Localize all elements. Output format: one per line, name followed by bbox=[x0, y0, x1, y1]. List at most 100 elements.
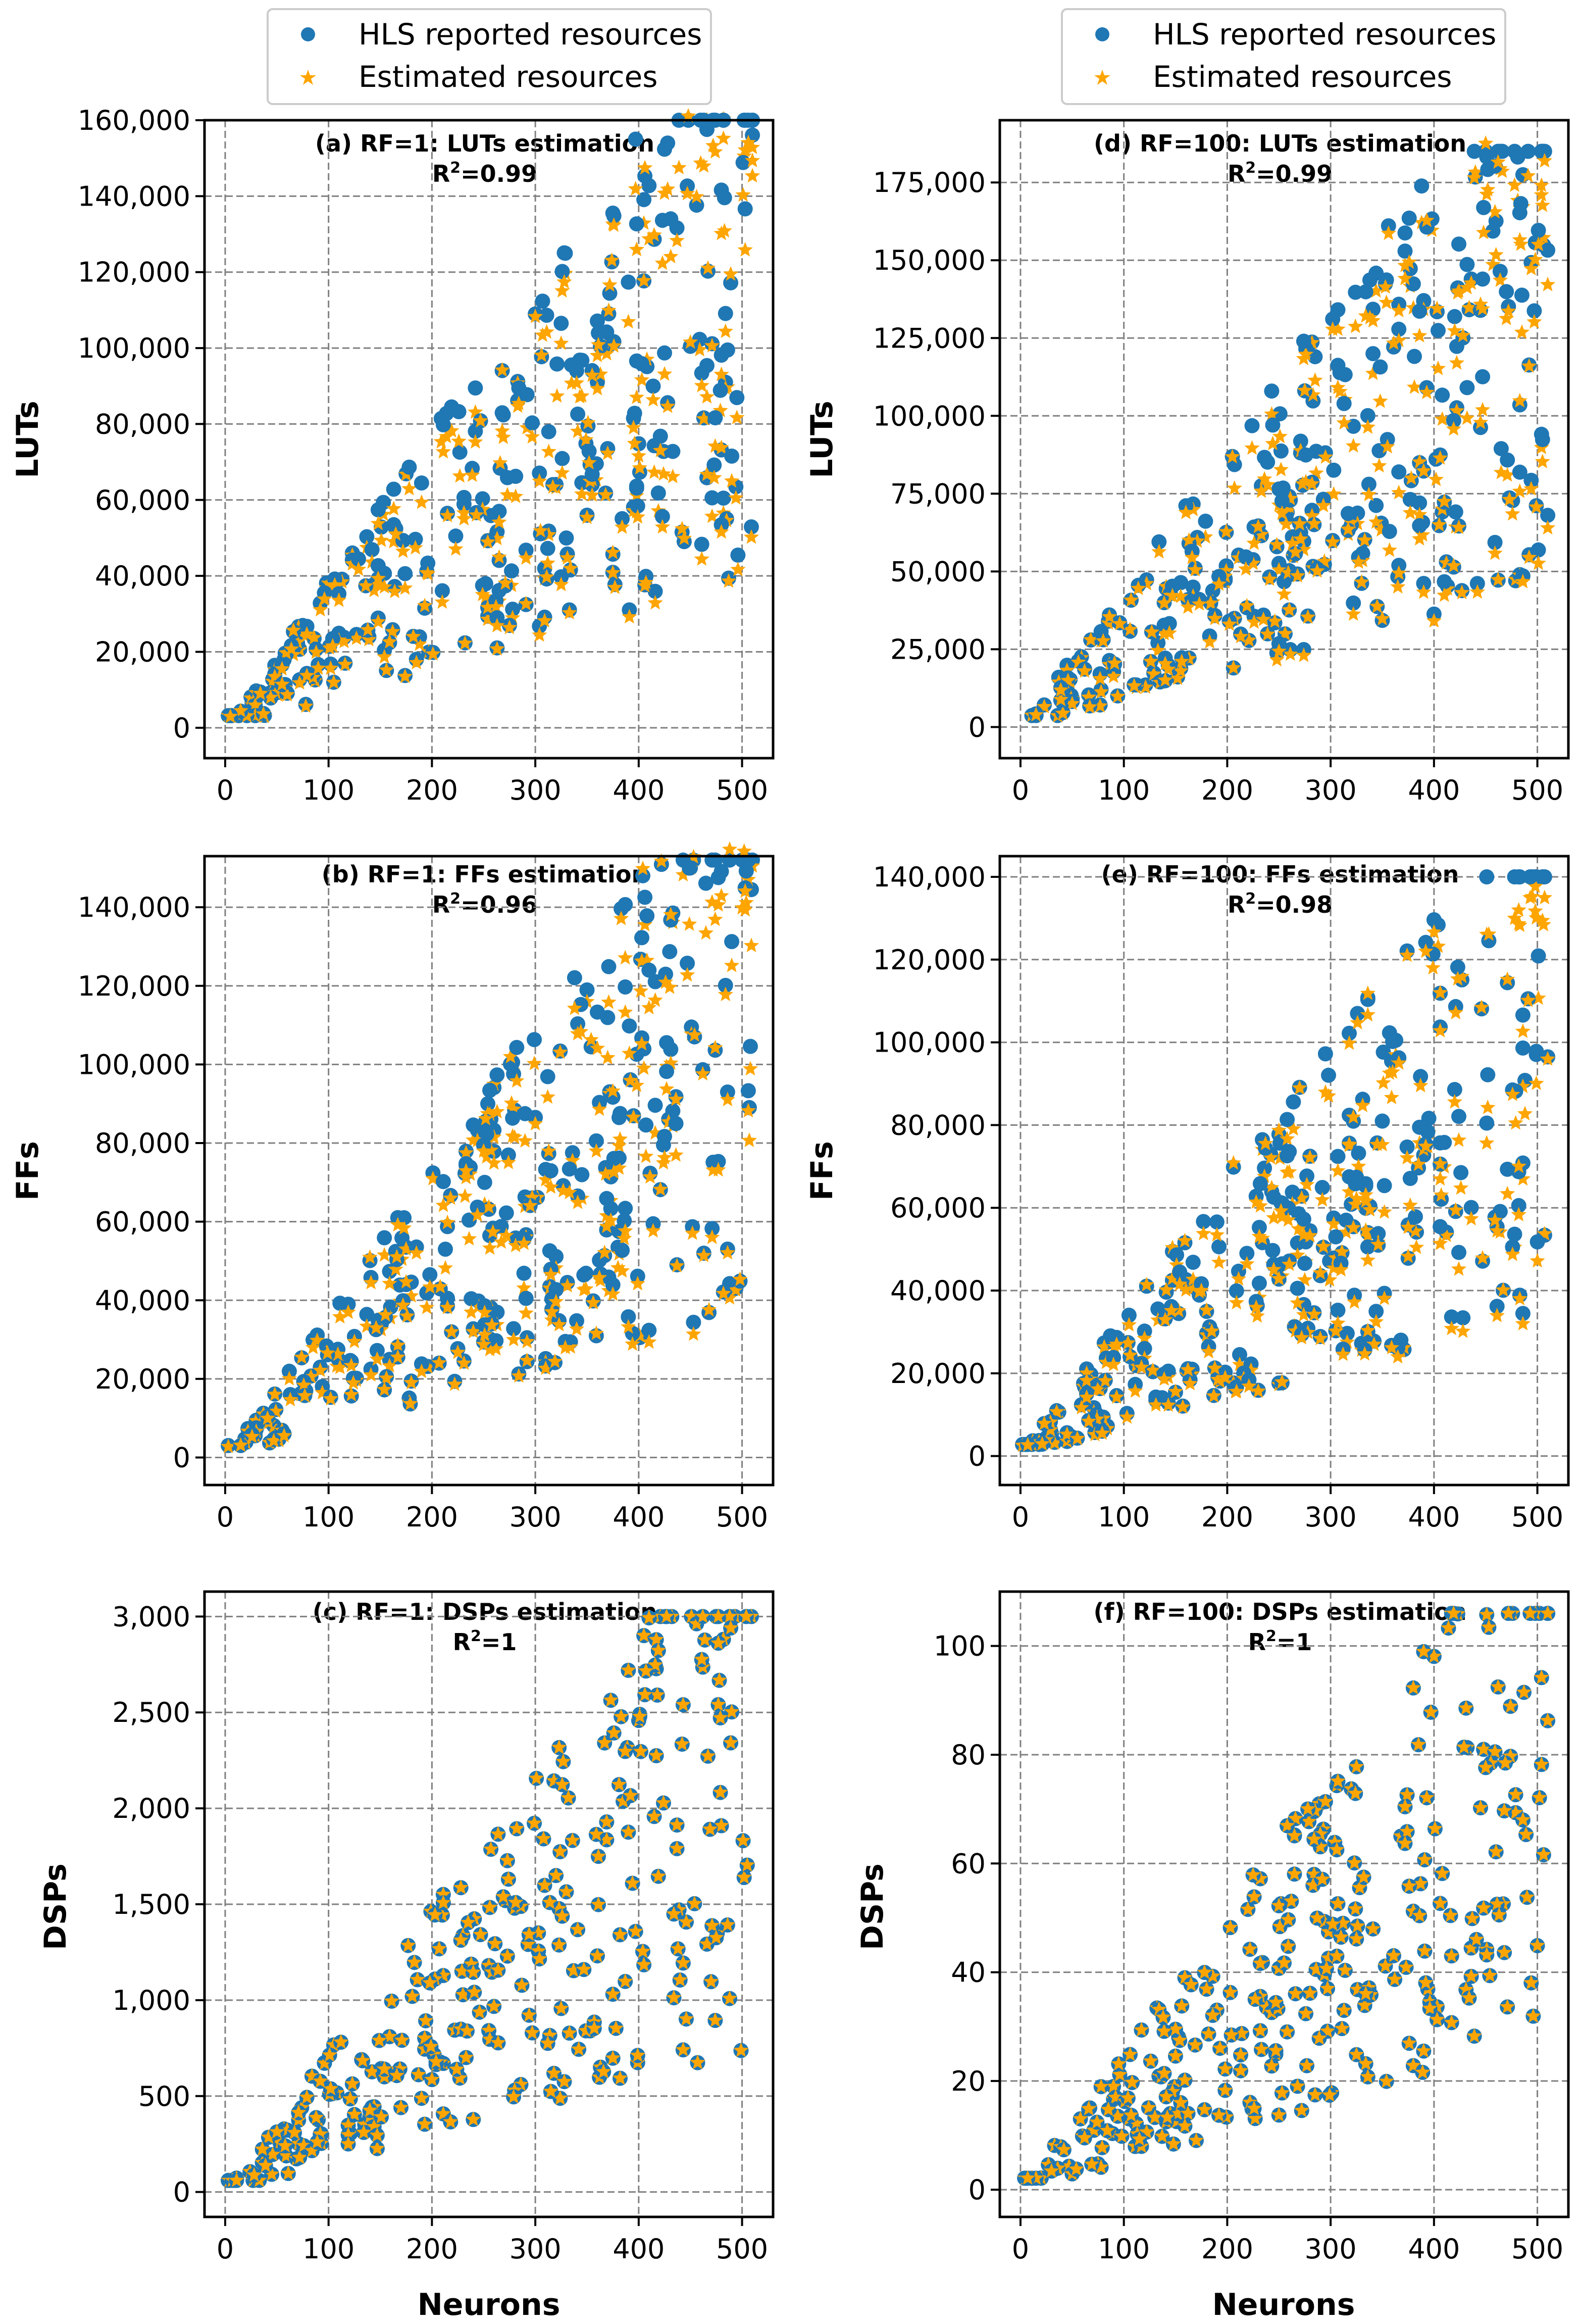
estimated-point bbox=[642, 1169, 658, 1184]
estimated-point bbox=[1123, 2107, 1139, 2122]
estimated-point bbox=[1466, 170, 1482, 185]
estimated-point bbox=[1309, 1910, 1325, 1925]
estimated-point bbox=[444, 1324, 460, 1339]
reported-point bbox=[1285, 1184, 1300, 1200]
estimated-point bbox=[1201, 1344, 1216, 1359]
estimated-point bbox=[716, 130, 731, 145]
estimated-point bbox=[1134, 2022, 1149, 2037]
legend-right: HLS reported resources Estimated resourc… bbox=[1061, 8, 1506, 105]
panel-c-r2-prefix: R bbox=[453, 1628, 471, 1656]
estimated-point bbox=[1401, 2035, 1417, 2050]
estimated-point bbox=[556, 2073, 572, 2089]
estimated-point bbox=[1401, 1878, 1417, 1893]
estimated-point bbox=[1197, 2101, 1212, 2116]
reported-point bbox=[1459, 257, 1475, 272]
estimated-point bbox=[1240, 1901, 1256, 1916]
x-tick-label: 200 bbox=[1201, 1501, 1253, 1533]
y-tick-label: 60,000 bbox=[95, 1206, 190, 1238]
estimated-point bbox=[632, 1708, 648, 1723]
reported-point bbox=[1466, 143, 1482, 159]
estimated-point bbox=[684, 1608, 699, 1623]
reported-point bbox=[422, 1267, 438, 1282]
estimated-point bbox=[1449, 355, 1465, 370]
estimated-point bbox=[1224, 2026, 1239, 2042]
y-tick-label: 140,000 bbox=[873, 861, 986, 893]
reported-point bbox=[1489, 1299, 1505, 1314]
estimated-point bbox=[304, 2068, 320, 2083]
reported-point bbox=[414, 475, 429, 491]
estimated-point bbox=[514, 1977, 530, 1992]
estimated-point bbox=[390, 1217, 406, 1232]
estimated-point bbox=[660, 398, 676, 413]
estimated-point bbox=[1282, 602, 1297, 617]
x-tick-label: 0 bbox=[217, 1501, 234, 1533]
estimated-point bbox=[1488, 246, 1504, 262]
estimated-point bbox=[1397, 1835, 1413, 1850]
estimated-point bbox=[704, 894, 720, 909]
estimated-point bbox=[638, 1148, 654, 1163]
estimated-point bbox=[1111, 2056, 1127, 2071]
reported-point bbox=[535, 293, 550, 309]
estimated-point bbox=[1479, 1947, 1495, 1962]
estimated-point bbox=[653, 853, 670, 868]
estimated-point bbox=[1316, 553, 1333, 568]
estimated-point bbox=[519, 1352, 535, 1367]
estimated-point bbox=[541, 526, 556, 541]
x-tick-label: 100 bbox=[1098, 774, 1150, 806]
y-tick-label: 100,000 bbox=[78, 1049, 190, 1080]
reported-point bbox=[1198, 513, 1213, 529]
reported-point bbox=[618, 979, 633, 995]
estimated-point bbox=[320, 1345, 335, 1360]
reported-point bbox=[1437, 574, 1452, 589]
reported-point bbox=[718, 306, 733, 321]
estimated-point bbox=[1265, 435, 1281, 451]
estimated-point bbox=[699, 466, 715, 481]
reported-point bbox=[659, 1064, 675, 1079]
estimated-point bbox=[1239, 598, 1255, 613]
estimated-point bbox=[1209, 1227, 1225, 1242]
estimated-point bbox=[1454, 968, 1470, 983]
estimated-point bbox=[1203, 595, 1218, 610]
estimated-point bbox=[710, 1162, 726, 1177]
estimated-point bbox=[705, 137, 721, 153]
panel-f-r2-prefix: R bbox=[1248, 1628, 1266, 1656]
estimated-point bbox=[1349, 1758, 1364, 1773]
reported-point bbox=[1286, 1094, 1301, 1110]
x-tick-label: 100 bbox=[302, 774, 354, 806]
estimated-point bbox=[1354, 574, 1369, 589]
estimated-point bbox=[649, 1687, 665, 1702]
estimated-point bbox=[1341, 1035, 1357, 1050]
estimated-point bbox=[1432, 1156, 1448, 1171]
estimated-point bbox=[573, 1023, 589, 1039]
estimated-point bbox=[628, 181, 643, 196]
estimated-point bbox=[1351, 554, 1366, 569]
y-tick-label: 0 bbox=[969, 2174, 986, 2206]
reported-point bbox=[1251, 1220, 1267, 1235]
estimated-point bbox=[1451, 1132, 1467, 1147]
estimated-point bbox=[723, 266, 739, 281]
estimated-point bbox=[743, 937, 759, 953]
estimated-point bbox=[325, 638, 341, 653]
estimated-point bbox=[669, 1817, 685, 1832]
estimated-point bbox=[267, 1386, 283, 1401]
panel-e-r2-value: =0.98 bbox=[1256, 891, 1333, 918]
estimated-point bbox=[1418, 1974, 1434, 1990]
estimated-point bbox=[713, 1817, 729, 1833]
estimated-point bbox=[611, 1138, 627, 1153]
estimated-point bbox=[713, 524, 729, 539]
estimated-point bbox=[554, 283, 570, 298]
estimated-point bbox=[1296, 541, 1312, 557]
reported-point bbox=[359, 529, 375, 545]
estimated-point bbox=[403, 1288, 419, 1303]
estimated-point bbox=[1217, 1369, 1233, 1384]
estimated-point bbox=[1268, 2043, 1284, 2057]
reported-point bbox=[1451, 1245, 1466, 1260]
estimated-point bbox=[1060, 672, 1076, 687]
estimated-point bbox=[668, 1147, 684, 1162]
reported-point bbox=[1481, 933, 1497, 949]
estimated-point bbox=[625, 1875, 640, 1890]
reported-point bbox=[1232, 1347, 1247, 1362]
reported-point bbox=[1479, 1115, 1495, 1131]
reported-point bbox=[718, 977, 733, 993]
estimated-point bbox=[1360, 1007, 1375, 1022]
